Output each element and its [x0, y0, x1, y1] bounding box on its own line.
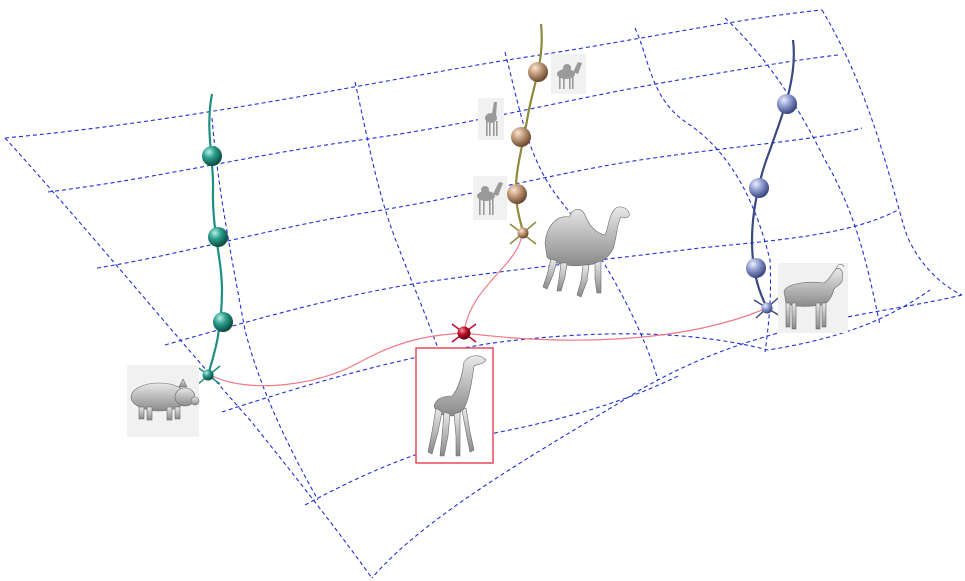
camel-geodesic-path — [507, 23, 548, 245]
grid-col-5 — [724, 17, 881, 326]
camel-anchor-point[interactable] — [509, 221, 537, 245]
pig-icon — [130, 378, 200, 421]
camel-path-sample-2[interactable] — [511, 127, 531, 147]
pig-path-sample-2[interactable] — [208, 227, 228, 247]
goat-icon — [783, 263, 845, 330]
grid-boundary-bottom — [371, 294, 963, 579]
grid-boundary-left — [4, 137, 373, 579]
interpolated-target-point[interactable] — [451, 323, 477, 343]
grid-col-4 — [634, 27, 772, 353]
grid-row-5 — [304, 374, 681, 506]
goat-to-giraffe-curve — [463, 307, 768, 341]
goat-geodesic-path — [746, 39, 797, 319]
camel-thumbnail-2 — [478, 98, 504, 140]
goat-path-sample-2[interactable] — [749, 178, 769, 198]
goat-anchor-point[interactable] — [753, 297, 781, 319]
grid-boundary-top — [4, 9, 823, 139]
grid-row-4 — [221, 289, 931, 413]
camel-icon — [477, 182, 503, 215]
giraffe-icon — [427, 355, 487, 457]
camel-thumbnail-1 — [551, 54, 586, 94]
pig-shape[interactable] — [127, 365, 200, 437]
grid-row-1 — [47, 54, 839, 193]
grid-col-3 — [504, 51, 659, 381]
camel-icon — [485, 102, 498, 136]
giraffe-target-shape[interactable] — [415, 347, 494, 464]
goat-path-sample-1[interactable] — [777, 94, 797, 114]
camel-icon — [557, 62, 582, 89]
goat-path-sample-3[interactable] — [746, 258, 766, 278]
camel-shape[interactable] — [542, 206, 630, 298]
camel-thumbnail-3 — [473, 176, 507, 220]
pig-anchor-point[interactable] — [195, 365, 221, 385]
pig-to-giraffe-curve — [209, 332, 465, 387]
camel-path-sample-1[interactable] — [528, 62, 548, 82]
camel-path-sample-3[interactable] — [507, 184, 527, 204]
camel-to-giraffe-curve — [463, 232, 523, 334]
pig-path-sample-3[interactable] — [213, 312, 233, 332]
goat-shape[interactable] — [778, 263, 848, 333]
grid-boundary-right — [821, 9, 963, 296]
interpolation-curves — [209, 232, 768, 387]
camel-icon — [542, 206, 630, 298]
pig-geodesic-path — [195, 93, 233, 385]
grid-col-1 — [211, 117, 319, 501]
pig-path-sample-1[interactable] — [202, 146, 222, 166]
